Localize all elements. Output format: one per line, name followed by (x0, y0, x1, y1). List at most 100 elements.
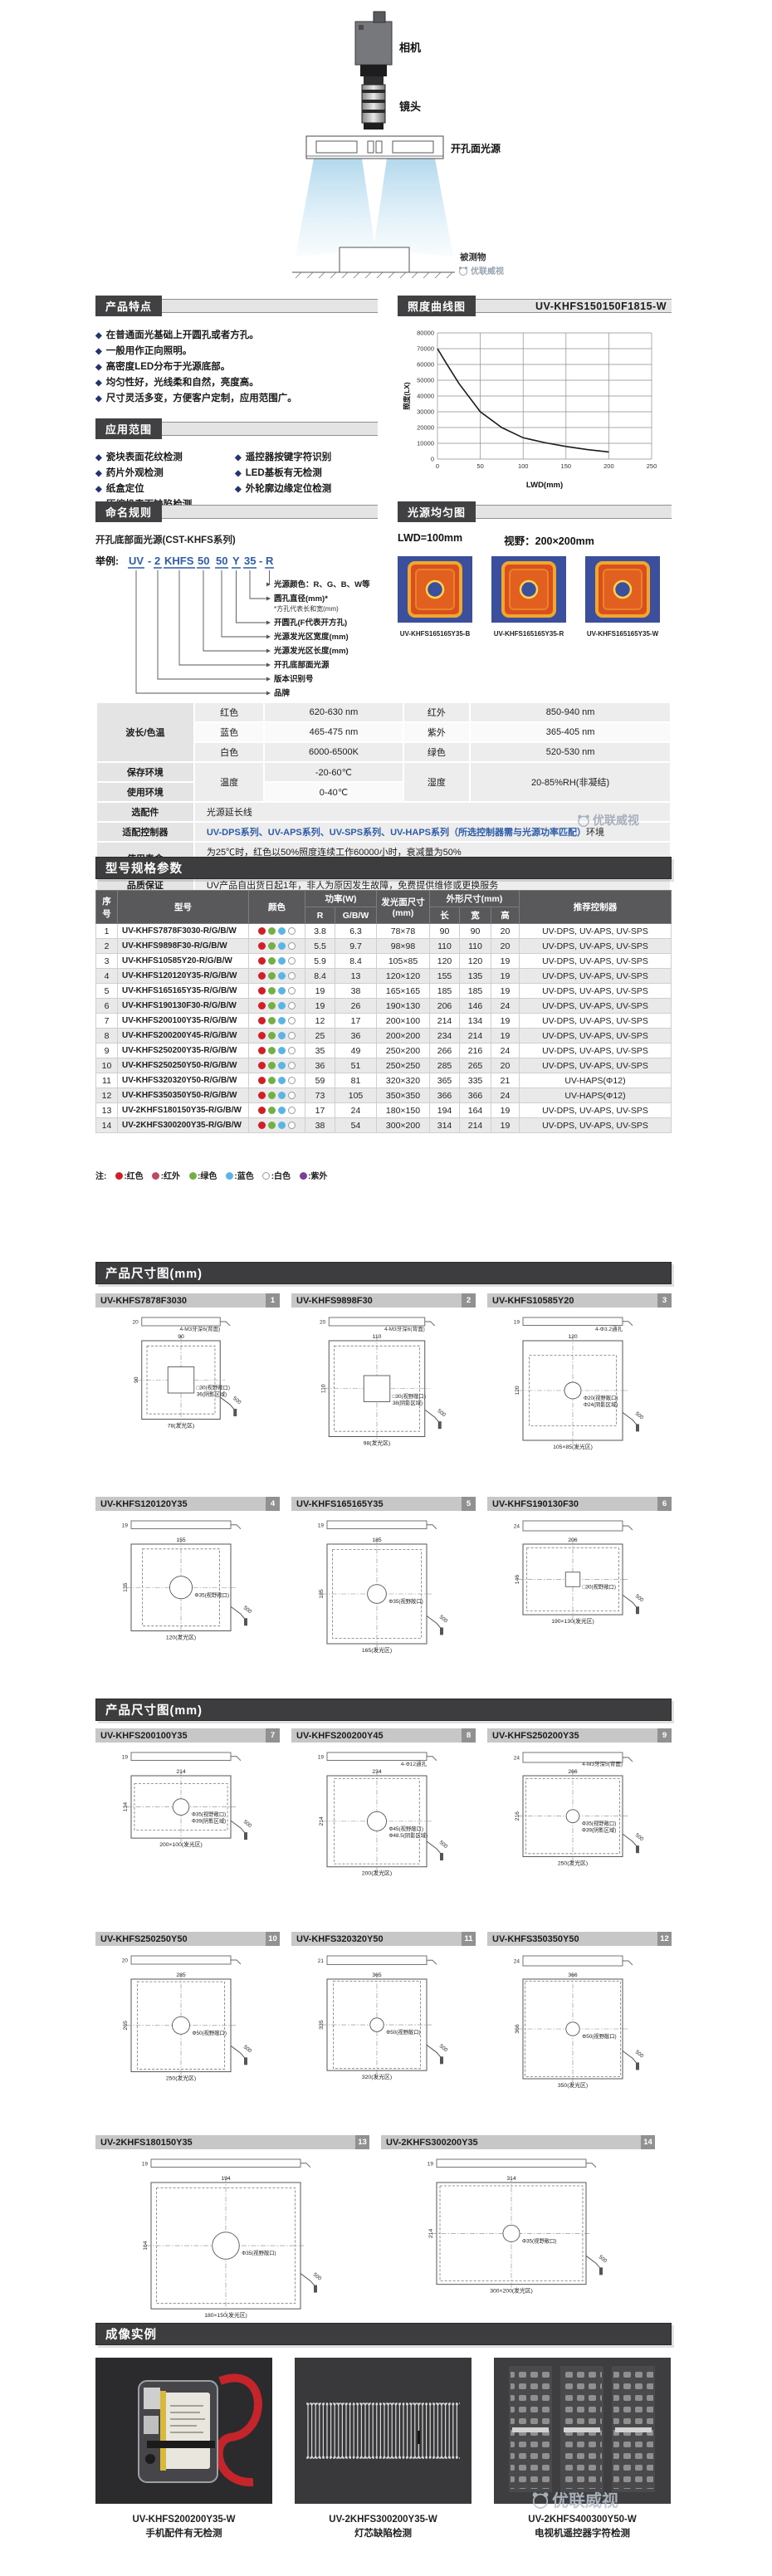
svg-text:185: 185 (372, 1537, 382, 1543)
bullet-item: ◆ 纸盒定位 (95, 484, 144, 494)
svg-text:Φ35(视野敞口): Φ35(视野敞口) (522, 2236, 556, 2244)
svg-text:190×130(发光区): 190×130(发光区) (551, 1617, 594, 1625)
example-item: UV-KHFS200200Y35-W 手机配件有无检测 (95, 2358, 272, 2539)
svg-text:500: 500 (598, 2254, 608, 2264)
object-box (339, 247, 410, 273)
diamond-bullet-icon: ◆ (95, 363, 102, 372)
dimension-model-bar: UV-KHFS350350Y50 12 (487, 1932, 672, 1946)
color-dot-icon (288, 1106, 296, 1114)
svg-text:Φ35(视野敞口): Φ35(视野敞口) (192, 1811, 226, 1818)
dimension-cell: UV-KHFS165165Y35 5 19 185 185 165(发光区) Φ35(视野敞… (291, 1497, 476, 1685)
table-header-row: 序 号 型号 颜色 功率(W) 发光面尺寸 (mm) 外形尺寸(mm) 推荐控制… (95, 890, 672, 924)
svg-text:250: 250 (647, 462, 657, 470)
svg-text:155: 155 (176, 1537, 186, 1543)
table-row: 蓝色 465-475 nm 紫外 365-405 nm (97, 723, 670, 741)
dimension-number-badge: 2 (462, 1293, 476, 1308)
uniformity-fov: 视野：200×200mm (504, 535, 594, 547)
svg-text:285: 285 (176, 1972, 186, 1978)
legend-item: :绿色 (188, 1169, 217, 1181)
diamond-bullet-icon: ◆ (95, 485, 102, 494)
color-dot-icon (278, 1001, 286, 1009)
models-section-bar: 型号规格参数 (95, 857, 672, 879)
color-dot-icon (288, 1076, 296, 1084)
dimension-drawing: 19 194 164 180×150(发光区) Φ35(视野敞口) 500 (142, 2158, 323, 2319)
color-dot-icon (115, 1172, 123, 1180)
dimension-cell: UV-2KHFS180150Y35 13 19 194 164 180×150(发光区) Φ… (95, 2135, 369, 2324)
legend-item: :白色 (261, 1169, 291, 1181)
svg-text:250(发光区): 250(发光区) (166, 2075, 196, 2082)
color-dots (248, 1073, 305, 1088)
example-desc: 手机配件有无检测 (145, 2529, 222, 2539)
model-name: UV-KHFS200200Y45-R/G/B/W (117, 1028, 249, 1044)
color-legend: 注::红色:红外:绿色:蓝色:白色:紫外 (95, 1169, 672, 1181)
svg-text:Φ35(视野敞口): Φ35(视野敞口) (388, 1597, 423, 1605)
color-dots (248, 953, 305, 969)
uniformity-figure: UV-KHFS165165Y35-B (398, 556, 472, 638)
watermark: 优联威视 (577, 812, 639, 829)
watermark-logo-icon (532, 2491, 549, 2509)
svg-text:-: - (259, 555, 262, 567)
color-dot-icon (278, 956, 286, 965)
svg-text:*方孔代表长和宽(mm): *方孔代表长和宽(mm) (274, 604, 339, 613)
svg-text:Φ39(阴影区域): Φ39(阴影区域) (582, 1826, 616, 1834)
svg-text:4-M3牙深6(背面): 4-M3牙深6(背面) (179, 1325, 220, 1332)
illuminance-chart: 0 10000 20000 30000 40000 50000 60000 70000 8000… (403, 330, 657, 491)
svg-text:Φ20(视野敞口): Φ20(视野敞口) (584, 1394, 618, 1401)
svg-text:Φ35(视野敞口): Φ35(视野敞口) (195, 1591, 229, 1598)
models-table: 序 号 型号 颜色 功率(W) 发光面尺寸 (mm) 外形尺寸(mm) 推荐控制… (95, 890, 672, 1133)
dimension-model-name: UV-KHFS320320Y50 (296, 1933, 384, 1944)
svg-text:20: 20 (320, 1320, 326, 1326)
svg-text:194: 194 (221, 2176, 231, 2182)
svg-text:135: 135 (123, 1582, 129, 1592)
color-dots (248, 1088, 305, 1103)
naming-header: 命名规则 (95, 501, 378, 522)
color-dot-icon (288, 1061, 296, 1069)
svg-text:90: 90 (134, 1376, 139, 1383)
uniformity-map (491, 556, 566, 623)
table-row: 白色 6000-6500K 绿色 520-530 nm (97, 743, 670, 761)
examples-row: UV-KHFS200200Y35-W 手机配件有无检测 UV-2KHFS3002… (95, 2358, 672, 2539)
bullet-item: ◆ 均匀性好，光线柔和自然，亮度高。 (95, 378, 259, 388)
dimension-model-bar: UV-KHFS250250Y50 10 (95, 1932, 280, 1946)
svg-text:照度(LX): 照度(LX) (403, 382, 411, 410)
diamond-bullet-icon: ◆ (95, 453, 102, 462)
color-dot-icon (258, 1016, 266, 1024)
example-desc: 灯芯缺陷检测 (354, 2529, 412, 2539)
watermark-logo-icon (458, 266, 468, 276)
svg-text:19: 19 (514, 1319, 520, 1325)
color-dot-icon (288, 1001, 296, 1009)
svg-text:开孔底部面光源: 开孔底部面光源 (274, 660, 330, 670)
svg-text:Φ50(视野敞口): Φ50(视野敞口) (582, 2032, 616, 2040)
svg-text:50: 50 (476, 462, 483, 470)
svg-text:120: 120 (515, 1386, 520, 1396)
naming-title: 命名规则 (95, 501, 163, 522)
uniformity-lwd: LWD=100mm (398, 532, 463, 544)
color-dot-icon (288, 1046, 296, 1054)
color-dot-icon (258, 1031, 266, 1039)
dimension-number-badge: 4 (266, 1497, 280, 1511)
model-row: 5 UV-KHFS165165Y35-R/G/B/W 19 38 165×165 185 1… (95, 983, 672, 999)
dimension-model-name: UV-KHFS250250Y50 (100, 1933, 188, 1944)
svg-text:250(发光区): 250(发光区) (558, 1859, 588, 1866)
camera-label: 相机 (399, 42, 421, 54)
legend-item: :蓝色 (224, 1169, 254, 1181)
svg-text:100: 100 (518, 462, 529, 470)
svg-text:光源颜色：R、G、B、W等: 光源颜色：R、G、B、W等 (273, 579, 370, 589)
color-dot-icon (288, 1121, 296, 1129)
dimension-model-name: UV-KHFS7878F3030 (100, 1295, 187, 1306)
uniformity-figure: UV-KHFS165165Y35-R (491, 556, 566, 638)
color-dot-icon (278, 1016, 286, 1024)
setup-diagram: 相机 镜头 开孔面光源 被测物 (292, 11, 501, 279)
dims1-grid: UV-KHFS7878F3030 1 20 4-M3牙深6(背面) 90 90 78(发光区… (95, 1293, 672, 1685)
color-dot-icon (288, 971, 296, 980)
model-name: UV-KHFS9898F30-R/G/B/W (117, 938, 249, 954)
svg-text:36(阴影区域): 36(阴影区域) (197, 1390, 227, 1397)
color-dot-icon (288, 956, 296, 965)
dimension-model-name: UV-KHFS200100Y35 (100, 1730, 188, 1741)
color-dot-icon (262, 1172, 271, 1180)
applications-header: 应用范围 (95, 418, 378, 439)
svg-text:35: 35 (244, 555, 256, 567)
dimension-model-name: UV-KHFS190130F30 (492, 1498, 579, 1509)
svg-text:4-Φ12通孔: 4-Φ12通孔 (401, 1760, 428, 1767)
diamond-bullet-icon: ◆ (95, 394, 102, 403)
